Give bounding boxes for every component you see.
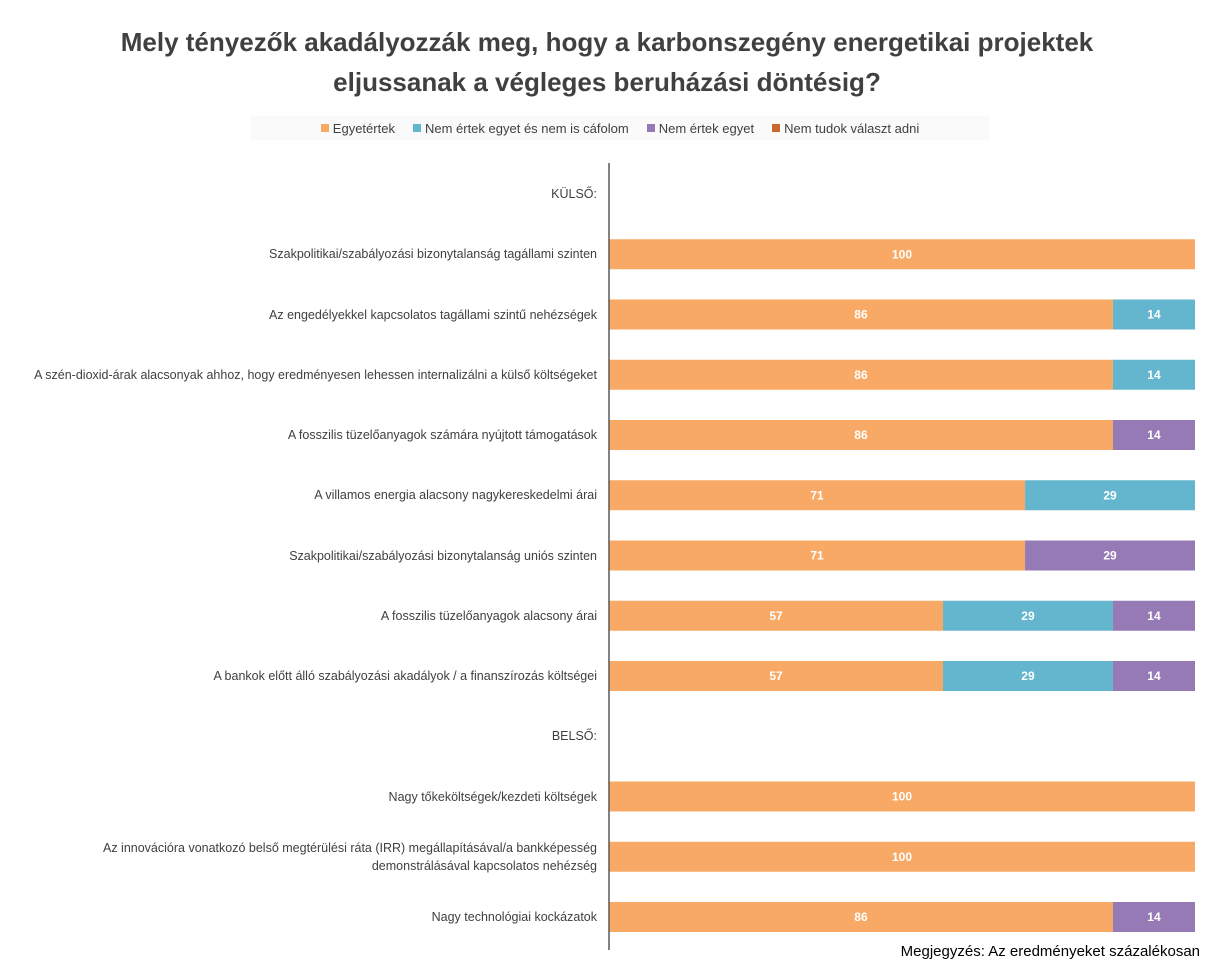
data-label: 29 — [1103, 549, 1117, 563]
data-label: 100 — [892, 850, 912, 864]
note: Megjegyzés: Az eredményeket százalékosan — [900, 943, 1200, 960]
legend-item: Egyetértek — [320, 120, 395, 136]
bar-segment — [1112, 902, 1195, 932]
data-label: 86 — [854, 368, 868, 382]
category-label: A bankok előtt álló szabályozási akadály… — [213, 669, 597, 683]
legend-label: Egyetértek — [332, 120, 395, 136]
legend-label: Nem tudok választ adni — [784, 120, 920, 136]
bar-segment — [1112, 661, 1195, 691]
bar-segment — [943, 661, 1113, 691]
category-label: Az engedélyekkel kapcsolatos tagállami s… — [269, 307, 597, 322]
legend-label: Nem értek egyet — [658, 120, 755, 136]
bar-segment — [1112, 359, 1195, 390]
category-label: Az innovációra vonatkozó belső megtérülé… — [102, 840, 597, 873]
category-label: A szén-dioxid-árak alacsonyak ahhoz, hog… — [34, 367, 597, 382]
data-label: 100 — [892, 247, 912, 261]
data-label: 57 — [769, 609, 783, 623]
legend-item: Nem értek egyet és nem is cáfolom — [412, 120, 629, 136]
data-label: 14 — [1147, 428, 1161, 442]
data-label: 71 — [810, 488, 824, 502]
data-label: 29 — [1021, 669, 1035, 683]
category-label: Szakpolitikai/szabályozási bizonytalansá… — [289, 548, 597, 563]
bar-segment — [1112, 420, 1195, 450]
data-label: 71 — [810, 549, 824, 563]
data-label: 86 — [854, 308, 868, 322]
legend-swatch — [646, 124, 655, 132]
bar-segment — [609, 841, 1195, 872]
bar-segment — [943, 600, 1113, 631]
bar-segment — [1025, 540, 1195, 571]
bar-segment — [609, 359, 1113, 390]
bar-segment — [609, 781, 1195, 812]
data-label: 14 — [1147, 609, 1161, 623]
legend-swatch — [320, 124, 329, 132]
category-label: A fosszilis tüzelőanyagok alacsony árai — [380, 608, 597, 623]
bar-segment — [609, 239, 1195, 270]
data-label: 57 — [769, 669, 783, 683]
bar-segment — [1112, 299, 1195, 330]
category-label: Szakpolitikai/szabályozási bizonytalansá… — [269, 247, 597, 262]
legend-item: Nem értek egyet — [646, 120, 755, 136]
legend: Egyetértek Nem értek egyet és nem is cáfo… — [250, 116, 990, 140]
legend-swatch — [772, 124, 781, 132]
data-label: 29 — [1103, 488, 1117, 502]
data-label: 14 — [1147, 669, 1161, 683]
category-label: A fosszilis tüzelőanyagok számára nyújto… — [287, 428, 597, 442]
bar-segment — [609, 420, 1113, 450]
chart-title: Mely tényezők akadályozzák meg, hogy a k… — [120, 27, 1094, 97]
legend-label: Nem értek egyet és nem is cáfolom — [424, 120, 629, 136]
bar-segment — [609, 540, 1026, 571]
category-label: BELSŐ: — [551, 729, 597, 744]
data-label: 14 — [1147, 308, 1161, 322]
category-label: Nagy technológiai kockázatok — [431, 910, 597, 924]
category-label: A villamos energia alacsony nagykeresked… — [314, 488, 597, 503]
bar-segment — [1025, 480, 1195, 511]
data-label: 14 — [1147, 368, 1161, 382]
bar-segment — [609, 902, 1113, 932]
category-label: KÜLSŐ: — [551, 187, 597, 201]
bar-segment — [609, 661, 944, 691]
bar-segment — [609, 480, 1026, 511]
bar-segment — [1112, 600, 1195, 631]
data-label: 86 — [854, 428, 868, 442]
category-label: Nagy tőkeköltségek/kezdeti költségek — [388, 789, 597, 804]
data-label: 14 — [1147, 910, 1161, 924]
data-label: 86 — [854, 910, 868, 924]
legend-swatch — [412, 124, 421, 132]
data-label: 100 — [892, 790, 912, 804]
legend-item: Nem tudok választ adni — [772, 121, 919, 136]
data-label: 29 — [1021, 609, 1035, 623]
bar-segment — [609, 299, 1113, 330]
bar-segment — [609, 600, 944, 631]
